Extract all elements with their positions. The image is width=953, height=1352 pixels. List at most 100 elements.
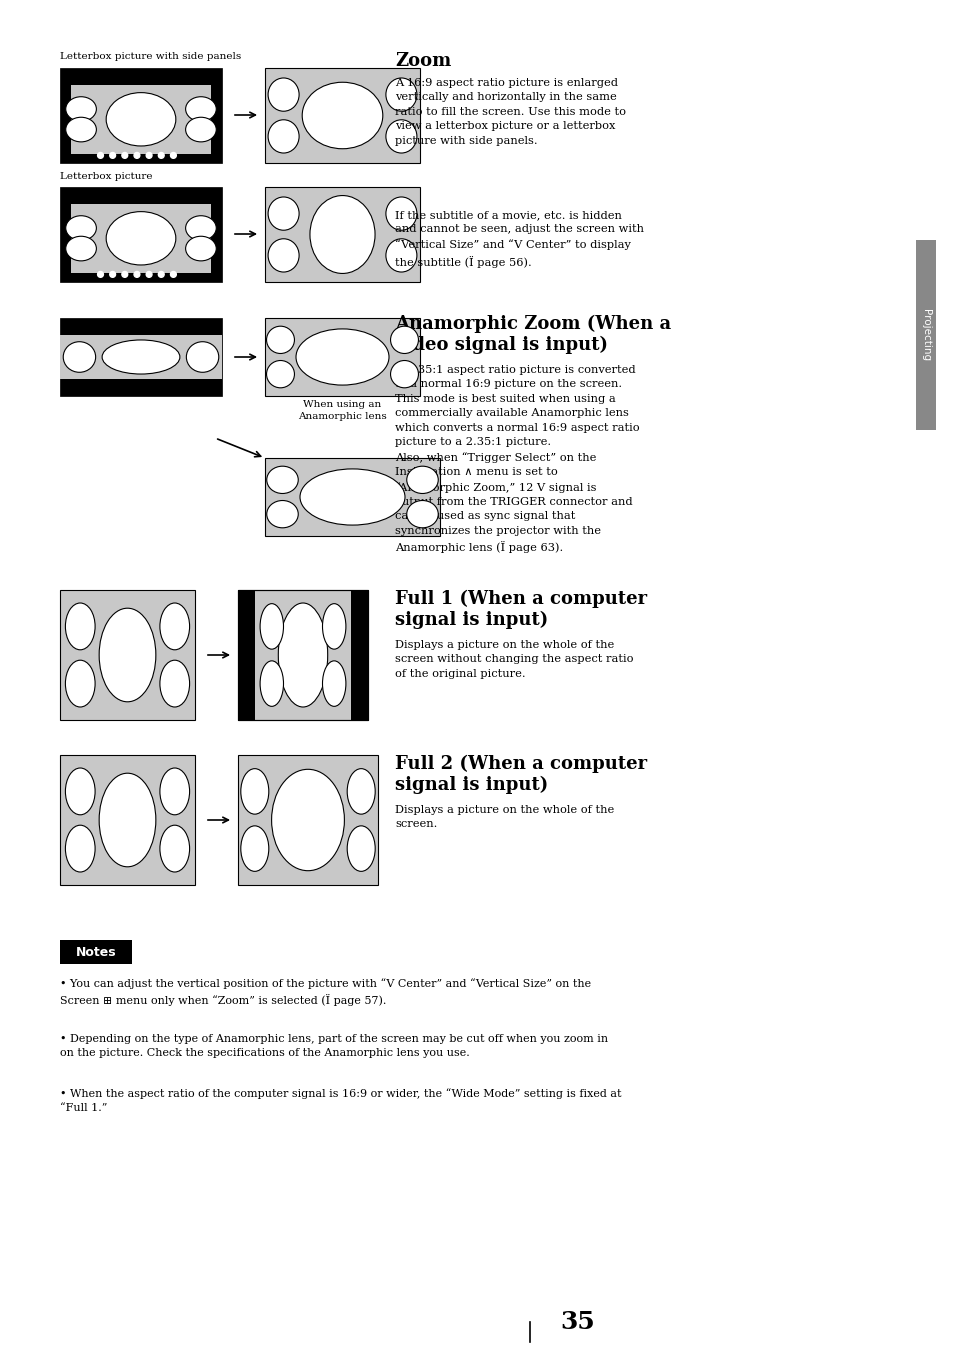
Ellipse shape [66,603,95,650]
Bar [60,68,222,164]
Ellipse shape [186,216,216,241]
Ellipse shape [99,608,155,702]
Ellipse shape [186,237,216,261]
Ellipse shape [160,825,190,872]
Bar [60,940,132,964]
Circle shape [146,153,152,158]
Bar [351,589,368,721]
Ellipse shape [310,196,375,273]
Text: • Depending on the type of Anamorphic lens, part of the screen may be cut off wh: • Depending on the type of Anamorphic le… [60,1034,607,1059]
Ellipse shape [268,120,299,153]
Ellipse shape [160,603,190,650]
Ellipse shape [260,603,283,649]
Circle shape [171,272,176,277]
Ellipse shape [322,661,346,706]
Circle shape [97,272,103,277]
Ellipse shape [260,661,283,706]
Bar [237,589,368,721]
Ellipse shape [66,97,96,122]
Bar [60,754,194,886]
Ellipse shape [347,826,375,871]
Text: Letterbox picture: Letterbox picture [60,172,152,181]
Ellipse shape [99,773,155,867]
Text: Letterbox picture with side panels: Letterbox picture with side panels [60,51,241,61]
Text: • When the aspect ratio of the computer signal is 16:9 or wider, the “Wide Mode”: • When the aspect ratio of the computer … [60,1088,620,1113]
Ellipse shape [66,237,96,261]
Text: If the subtitle of a movie, etc. is hidden
and cannot be seen, adjust the screen: If the subtitle of a movie, etc. is hidd… [395,210,643,268]
Circle shape [171,153,176,158]
Bar [60,589,194,721]
Ellipse shape [299,469,405,525]
Ellipse shape [386,239,416,272]
Text: Displays a picture on the whole of the
screen without changing the aspect ratio
: Displays a picture on the whole of the s… [395,639,633,679]
Text: 35: 35 [559,1310,594,1334]
Ellipse shape [240,826,269,871]
Bar [237,589,254,721]
Ellipse shape [390,361,418,388]
Ellipse shape [268,239,299,272]
Text: Zoom: Zoom [395,51,451,70]
Ellipse shape [302,82,382,149]
Bar [265,187,419,283]
Bar [237,754,377,886]
Ellipse shape [295,329,389,385]
Bar [265,68,419,164]
Ellipse shape [266,326,294,353]
Text: • You can adjust the vertical position of the picture with “V Center” and “Verti: • You can adjust the vertical position o… [60,977,591,1006]
Ellipse shape [66,660,95,707]
Ellipse shape [347,769,375,814]
Ellipse shape [160,768,190,815]
Bar [60,187,222,283]
Ellipse shape [386,78,416,111]
Ellipse shape [66,825,95,872]
Text: Full 2 (When a computer
signal is input): Full 2 (When a computer signal is input) [395,754,646,795]
Text: A 2.35:1 aspect ratio picture is converted
to a normal 16:9 picture on the scree: A 2.35:1 aspect ratio picture is convert… [395,365,639,553]
Circle shape [122,153,128,158]
Bar [915,241,935,430]
Ellipse shape [63,342,95,372]
Ellipse shape [186,97,216,122]
Ellipse shape [66,118,96,142]
Ellipse shape [186,342,218,372]
Text: When using an
Anamorphic lens: When using an Anamorphic lens [297,400,386,420]
Bar [265,318,419,396]
Ellipse shape [406,500,437,527]
Ellipse shape [160,660,190,707]
Ellipse shape [102,339,180,375]
Circle shape [122,272,128,277]
Circle shape [158,153,164,158]
Text: Full 1 (When a computer
signal is input): Full 1 (When a computer signal is input) [395,589,646,629]
Ellipse shape [278,603,328,707]
Circle shape [110,153,115,158]
Bar [237,589,368,721]
Ellipse shape [267,500,298,527]
Circle shape [158,272,164,277]
Ellipse shape [106,212,175,265]
Ellipse shape [322,603,346,649]
Text: Notes: Notes [75,945,116,959]
Ellipse shape [272,769,344,871]
Circle shape [146,272,152,277]
Ellipse shape [406,466,437,493]
Ellipse shape [106,93,175,146]
Text: Displays a picture on the whole of the
screen.: Displays a picture on the whole of the s… [395,804,614,829]
Ellipse shape [66,768,95,815]
Circle shape [133,153,140,158]
Ellipse shape [386,197,416,230]
Text: A 16:9 aspect ratio picture is enlarged
vertically and horizontally in the same
: A 16:9 aspect ratio picture is enlarged … [395,78,625,146]
Bar [265,458,439,535]
Text: Projecting: Projecting [920,310,930,361]
Ellipse shape [268,197,299,230]
Ellipse shape [386,120,416,153]
Ellipse shape [390,326,418,353]
Circle shape [97,153,103,158]
Ellipse shape [267,466,298,493]
Circle shape [133,272,140,277]
Ellipse shape [66,216,96,241]
Bar [60,335,222,379]
Ellipse shape [186,118,216,142]
Text: Anamorphic Zoom (When a
video signal is input): Anamorphic Zoom (When a video signal is … [395,315,670,354]
Bar [71,204,211,273]
Circle shape [110,272,115,277]
Bar [71,85,211,154]
